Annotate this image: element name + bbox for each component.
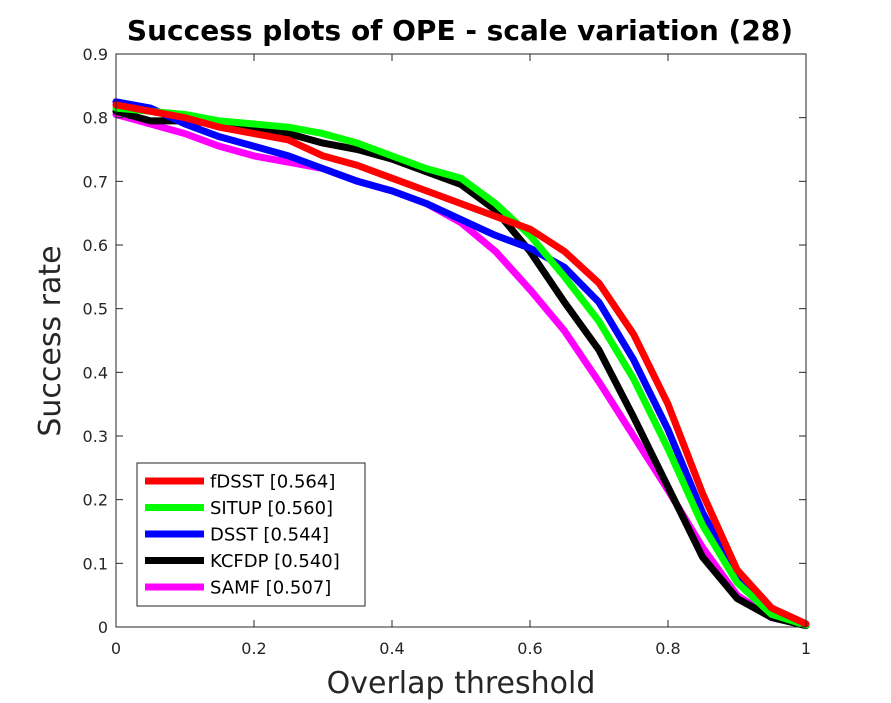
y-axis-label: Success rate — [33, 245, 68, 436]
y-tick-label: 0.8 — [83, 109, 108, 128]
legend: fDSST [0.564] SITUP [0.560] DSST [0.544] KC… — [136, 462, 366, 607]
x-tick-label: 0.4 — [379, 639, 404, 658]
y-tick-label: 0.3 — [83, 427, 108, 446]
y-tick-label: 0.2 — [83, 491, 108, 510]
x-tick-label: 0.2 — [241, 639, 266, 658]
series-layer — [112, 98, 810, 630]
x-tick-label: 0.6 — [517, 639, 542, 658]
y-tick-label: 0.1 — [83, 554, 108, 573]
y-tick-label: 0.6 — [83, 236, 108, 255]
axis-layer: 0 0.2 0.4 0.6 0.8 1 0 0.1 0.2 0.3 0.4 0.5 0.6 0.7 0.8 0… — [83, 45, 812, 658]
x-tick-label: 1 — [801, 639, 811, 658]
series-line-situp — [112, 104, 810, 629]
y-tick-label: 0.9 — [83, 45, 108, 64]
x-tick-label: 0 — [111, 639, 121, 658]
plot-frame — [115, 53, 807, 628]
y-tick-label: 0 — [98, 618, 108, 637]
legend-label: KCFDP [0.540] — [210, 551, 340, 572]
series-line-dsst — [112, 98, 810, 628]
x-axis-label: Overlap threshold — [327, 666, 596, 701]
series-line-fdsst — [112, 101, 810, 628]
legend-label: SITUP [0.560] — [210, 498, 333, 519]
chart-title: Success plots of OPE - scale variation (… — [127, 14, 793, 47]
x-tick-label: 0.8 — [655, 639, 680, 658]
legend-box — [136, 462, 366, 607]
legend-label: SAMF [0.507] — [210, 578, 331, 599]
legend-label: DSST [0.544] — [210, 525, 329, 546]
y-tick-label: 0.4 — [83, 363, 108, 382]
y-tick-label: 0.7 — [83, 172, 108, 191]
legend-label: fDSST [0.564] — [210, 472, 335, 493]
y-tick-label: 0.5 — [83, 300, 108, 319]
